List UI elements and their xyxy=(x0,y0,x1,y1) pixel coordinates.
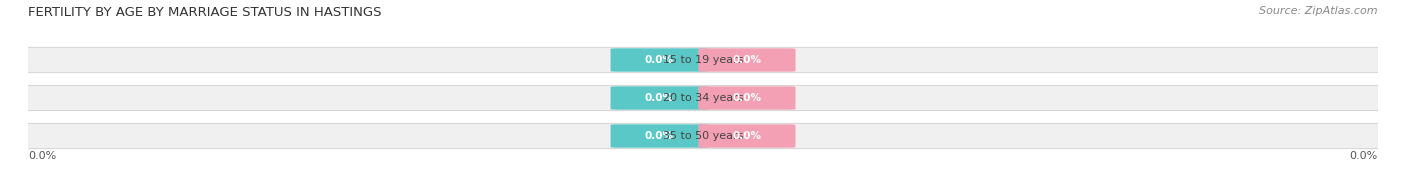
Text: 0.0%: 0.0% xyxy=(644,55,673,65)
FancyBboxPatch shape xyxy=(699,86,796,110)
FancyBboxPatch shape xyxy=(14,123,1392,149)
FancyBboxPatch shape xyxy=(699,48,796,72)
Text: 0.0%: 0.0% xyxy=(733,55,762,65)
Text: FERTILITY BY AGE BY MARRIAGE STATUS IN HASTINGS: FERTILITY BY AGE BY MARRIAGE STATUS IN H… xyxy=(28,6,381,19)
FancyBboxPatch shape xyxy=(610,86,707,110)
FancyBboxPatch shape xyxy=(699,124,796,148)
Text: 0.0%: 0.0% xyxy=(28,151,56,161)
Text: 0.0%: 0.0% xyxy=(733,93,762,103)
FancyBboxPatch shape xyxy=(14,85,1392,111)
FancyBboxPatch shape xyxy=(610,124,707,148)
Text: Source: ZipAtlas.com: Source: ZipAtlas.com xyxy=(1260,6,1378,16)
Text: 35 to 50 years: 35 to 50 years xyxy=(662,131,744,141)
FancyBboxPatch shape xyxy=(610,48,707,72)
Text: 0.0%: 0.0% xyxy=(1350,151,1378,161)
FancyBboxPatch shape xyxy=(14,47,1392,73)
Text: 0.0%: 0.0% xyxy=(733,131,762,141)
Text: 20 to 34 years: 20 to 34 years xyxy=(662,93,744,103)
Text: 0.0%: 0.0% xyxy=(644,93,673,103)
Text: 15 to 19 years: 15 to 19 years xyxy=(662,55,744,65)
Text: 0.0%: 0.0% xyxy=(644,131,673,141)
